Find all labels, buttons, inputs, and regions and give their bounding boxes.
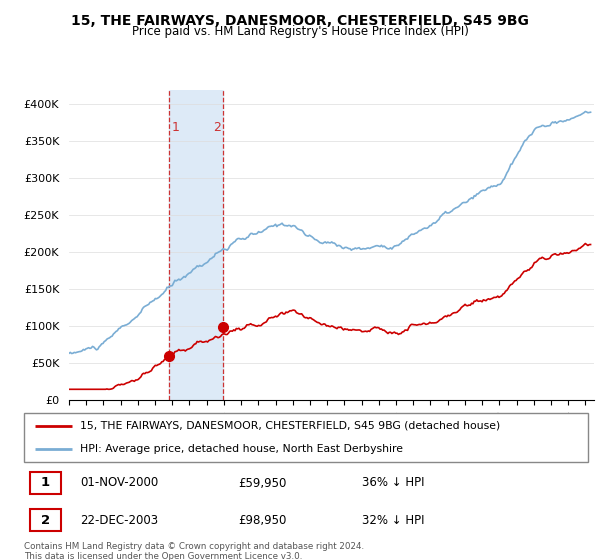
- Text: 01-NOV-2000: 01-NOV-2000: [80, 477, 158, 489]
- FancyBboxPatch shape: [24, 413, 588, 462]
- Text: 15, THE FAIRWAYS, DANESMOOR, CHESTERFIELD, S45 9BG (detached house): 15, THE FAIRWAYS, DANESMOOR, CHESTERFIEL…: [80, 421, 500, 431]
- Bar: [169, 90, 223, 400]
- Text: 22-DEC-2003: 22-DEC-2003: [80, 514, 158, 526]
- FancyBboxPatch shape: [29, 509, 61, 531]
- Text: 2: 2: [41, 514, 50, 526]
- Text: 36% ↓ HPI: 36% ↓ HPI: [362, 477, 425, 489]
- Text: Contains HM Land Registry data © Crown copyright and database right 2024.
This d: Contains HM Land Registry data © Crown c…: [24, 542, 364, 560]
- Text: £59,950: £59,950: [238, 477, 287, 489]
- Text: HPI: Average price, detached house, North East Derbyshire: HPI: Average price, detached house, Nort…: [80, 444, 403, 454]
- Text: 1: 1: [172, 120, 180, 134]
- Text: Price paid vs. HM Land Registry's House Price Index (HPI): Price paid vs. HM Land Registry's House …: [131, 25, 469, 38]
- Text: £98,950: £98,950: [238, 514, 287, 526]
- Text: 1: 1: [41, 477, 50, 489]
- Text: 15, THE FAIRWAYS, DANESMOOR, CHESTERFIELD, S45 9BG: 15, THE FAIRWAYS, DANESMOOR, CHESTERFIEL…: [71, 14, 529, 28]
- Text: 2: 2: [213, 120, 221, 134]
- Text: 32% ↓ HPI: 32% ↓ HPI: [362, 514, 425, 526]
- FancyBboxPatch shape: [29, 472, 61, 494]
